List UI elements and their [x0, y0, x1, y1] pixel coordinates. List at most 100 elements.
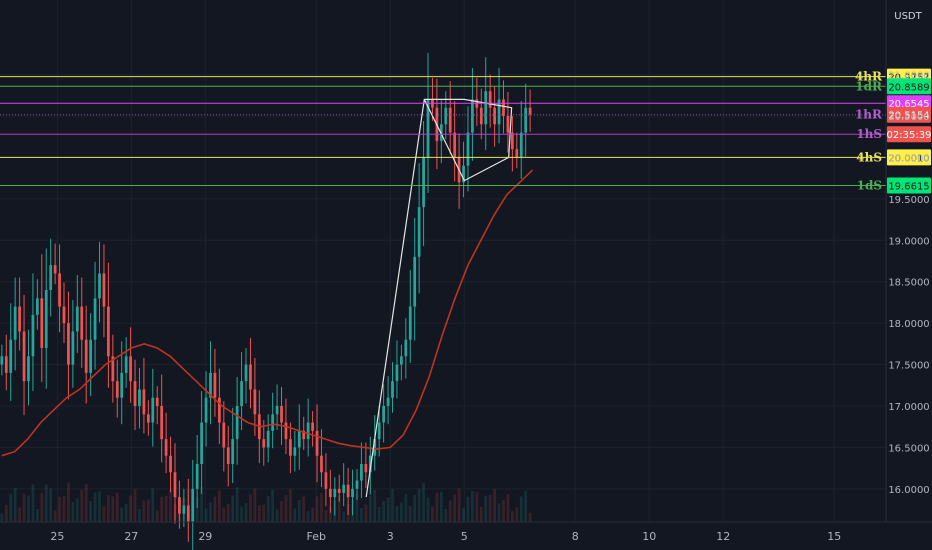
candle-body[interactable]: [151, 397, 155, 423]
candle-body[interactable]: [471, 99, 474, 133]
candle-body[interactable]: [342, 484, 346, 493]
candle-body[interactable]: [386, 397, 390, 406]
candle-body[interactable]: [133, 381, 137, 406]
candle-body[interactable]: [58, 273, 61, 307]
candle-body[interactable]: [195, 464, 199, 489]
candle-body[interactable]: [27, 356, 30, 382]
candle-body[interactable]: [222, 422, 226, 448]
candle-body[interactable]: [493, 107, 496, 125]
candle-body[interactable]: [217, 397, 221, 423]
candle-body[interactable]: [510, 132, 514, 150]
candle-body[interactable]: [84, 339, 88, 373]
candle-body[interactable]: [524, 107, 528, 133]
candle-body[interactable]: [320, 455, 323, 473]
candle-body[interactable]: [417, 207, 421, 257]
candle-body[interactable]: [142, 389, 146, 415]
candle-body[interactable]: [129, 356, 132, 382]
candles[interactable]: [0, 53, 532, 550]
candle-body[interactable]: [413, 256, 417, 307]
trend-drawing[interactable]: [365, 98, 513, 498]
candle-body[interactable]: [519, 132, 523, 158]
candle-body[interactable]: [355, 480, 359, 489]
price-axis[interactable]: 21.0000 20.5000 20.0000 19.5000 19.0000 18.50…: [888, 71, 929, 496]
candle-body[interactable]: [0, 356, 4, 365]
candle-body[interactable]: [462, 165, 465, 183]
pennant-trendline[interactable]: [365, 98, 513, 498]
candle-body[interactable]: [488, 91, 492, 108]
candle-body[interactable]: [528, 107, 532, 115]
candle-body[interactable]: [328, 488, 332, 498]
candle-body[interactable]: [364, 464, 368, 473]
candle-body[interactable]: [400, 356, 403, 365]
candle-body[interactable]: [160, 406, 164, 440]
candle-body[interactable]: [164, 439, 168, 456]
candle-body[interactable]: [173, 472, 177, 498]
candle-body[interactable]: [191, 488, 195, 522]
candle-body[interactable]: [62, 306, 66, 324]
candle-body[interactable]: [67, 323, 70, 365]
candle-body[interactable]: [382, 406, 386, 423]
candle-body[interactable]: [120, 372, 124, 398]
candle-body[interactable]: [337, 488, 341, 493]
candle-body[interactable]: [204, 397, 208, 423]
candle-body[interactable]: [368, 455, 372, 473]
candle-body[interactable]: [302, 430, 306, 440]
candle-body[interactable]: [351, 488, 354, 498]
candle-body[interactable]: [311, 422, 314, 431]
candle-body[interactable]: [346, 484, 350, 498]
candle-body[interactable]: [253, 389, 257, 415]
candle-body[interactable]: [186, 505, 190, 522]
candle-body[interactable]: [102, 273, 106, 307]
candle-body[interactable]: [466, 132, 470, 166]
candle-body[interactable]: [213, 372, 217, 398]
candle-body[interactable]: [235, 406, 239, 440]
level-lines[interactable]: 4hR 20.9757 1dR 20.8589 20.6545 1hR 20.5154 1hS…: [0, 68, 931, 194]
candle-body[interactable]: [231, 439, 235, 464]
candle-body[interactable]: [31, 314, 35, 357]
candle-body[interactable]: [275, 406, 279, 415]
candle-body[interactable]: [484, 91, 488, 125]
candle-body[interactable]: [266, 430, 270, 448]
candle-body[interactable]: [497, 99, 501, 125]
time-axis[interactable]: 25 27 29 Feb 3 5 8 10 12 15: [50, 530, 841, 543]
candle-body[interactable]: [297, 430, 301, 448]
candle-body[interactable]: [515, 149, 519, 158]
candle-body[interactable]: [178, 497, 181, 514]
candle-body[interactable]: [439, 124, 443, 141]
candle-body[interactable]: [13, 306, 17, 340]
candle-body[interactable]: [111, 356, 115, 382]
candle-body[interactable]: [271, 414, 275, 431]
candle-body[interactable]: [408, 306, 412, 340]
candle-body[interactable]: [391, 381, 394, 398]
candle-body[interactable]: [262, 439, 266, 448]
candle-body[interactable]: [444, 107, 448, 125]
candle-body[interactable]: [479, 107, 483, 125]
candle-body[interactable]: [124, 356, 128, 373]
candle-body[interactable]: [49, 265, 53, 290]
candle-body[interactable]: [448, 107, 452, 133]
candle-body[interactable]: [75, 306, 79, 332]
candle-body[interactable]: [44, 290, 48, 348]
candle-body[interactable]: [53, 265, 57, 274]
candle-body[interactable]: [169, 455, 172, 473]
candle-body[interactable]: [315, 430, 319, 456]
candle-body[interactable]: [293, 447, 297, 456]
candle-body[interactable]: [35, 298, 39, 315]
candle-body[interactable]: [453, 132, 457, 158]
candle-body[interactable]: [333, 488, 337, 498]
candle-body[interactable]: [9, 339, 13, 373]
candle-body[interactable]: [138, 389, 141, 406]
candle-body[interactable]: [4, 356, 8, 373]
candle-body[interactable]: [155, 397, 159, 406]
candle-body[interactable]: [115, 381, 119, 398]
candle-body[interactable]: [18, 306, 21, 332]
candle-body[interactable]: [395, 364, 399, 382]
candle-body[interactable]: [306, 422, 310, 440]
candle-body[interactable]: [373, 439, 377, 456]
candle-body[interactable]: [404, 339, 408, 357]
candle-body[interactable]: [289, 439, 292, 456]
candle-body[interactable]: [40, 298, 44, 348]
candle-body[interactable]: [249, 364, 252, 390]
candle-body[interactable]: [377, 422, 381, 440]
